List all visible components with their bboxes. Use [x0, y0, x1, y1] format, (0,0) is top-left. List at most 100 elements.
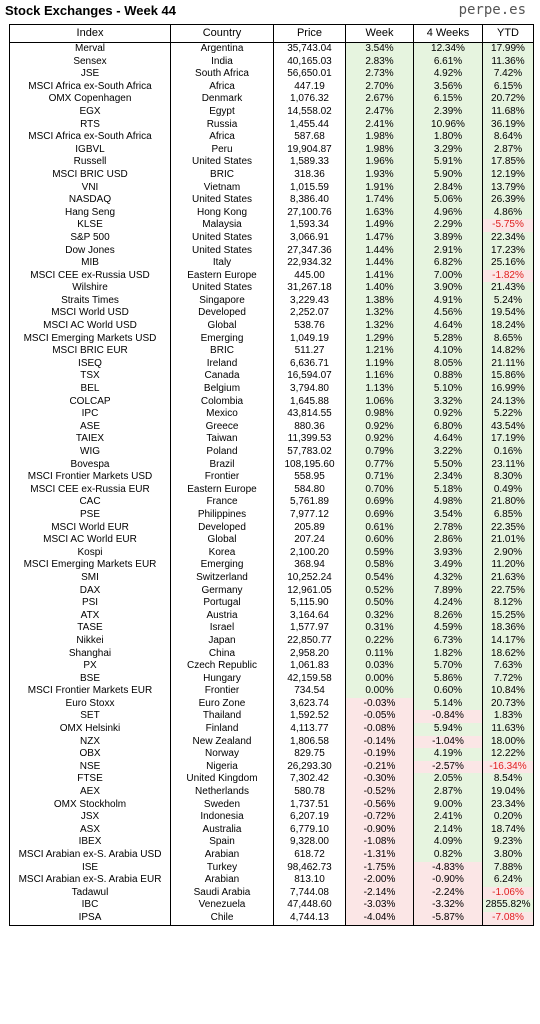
ytd-change-cell: 7.63%	[482, 660, 534, 673]
country-cell: Eastern Europe	[170, 483, 274, 497]
four-week-change-cell: 5.91%	[413, 156, 483, 169]
table-row: Russell United States 1,589.33 1.96% 5.91% 17…	[9, 156, 534, 169]
ytd-change-cell: 18.36%	[482, 622, 534, 635]
week-change-cell: 1.63%	[345, 206, 414, 220]
country-cell: Vietnam	[170, 181, 274, 195]
four-week-change-cell: 2.91%	[413, 244, 483, 258]
week-change-cell: 0.77%	[345, 458, 414, 472]
table-row: MSCI AC World EUR Global 207.24 0.60% 2.86% 2…	[9, 534, 534, 547]
ytd-change-cell: 10.84%	[482, 685, 534, 698]
four-week-change-cell: 5.70%	[413, 660, 483, 673]
four-week-change-cell: 3.32%	[413, 395, 483, 409]
week-change-cell: -0.19%	[345, 748, 414, 761]
ytd-change-cell: 6.85%	[482, 508, 534, 522]
table-row: ISE Turkey 98,462.73 -1.75% -4.83% 7.88%	[9, 861, 534, 875]
week-change-cell: 1.06%	[345, 395, 414, 409]
index-cell: MSCI AC World EUR	[9, 534, 171, 547]
ytd-change-cell: 11.36%	[482, 55, 534, 69]
table-row: Wilshire United States 31,267.18 1.40% 3.90%…	[9, 282, 534, 295]
column-header-price[interactable]: Price	[273, 24, 346, 43]
ytd-change-cell: 8.30%	[482, 471, 534, 484]
index-cell: ISE	[9, 861, 171, 875]
week-change-cell: 1.21%	[345, 345, 414, 358]
column-header-ytd[interactable]: YTD	[482, 24, 534, 43]
table-row: MSCI Africa ex-South Africa Africa 587.68 1…	[9, 131, 534, 144]
week-change-cell: 1.19%	[345, 357, 414, 371]
table-row: MSCI Frontier Markets USD Frontier 558.95 0…	[9, 471, 534, 484]
country-cell: Israel	[170, 622, 274, 635]
index-cell: MSCI Frontier Markets USD	[9, 471, 171, 484]
four-week-change-cell: 3.93%	[413, 546, 483, 560]
week-change-cell: -0.03%	[345, 697, 414, 711]
column-header-4-weeks[interactable]: 4 Weeks	[413, 24, 483, 43]
four-week-change-cell: 2.34%	[413, 471, 483, 484]
table-row: PSE Philippines 7,977.12 0.69% 3.54% 6.85%	[9, 508, 534, 522]
ytd-change-cell: 18.74%	[482, 823, 534, 837]
price-cell: 6,207.19	[273, 811, 346, 824]
ytd-change-cell: 20.73%	[482, 697, 534, 711]
price-cell: 1,737.51	[273, 798, 346, 812]
four-week-change-cell: 2.87%	[413, 786, 483, 799]
country-cell: Germany	[170, 584, 274, 598]
price-cell: 207.24	[273, 534, 346, 547]
price-cell: 3,164.64	[273, 609, 346, 623]
ytd-change-cell: 22.34%	[482, 231, 534, 245]
price-cell: 829.75	[273, 748, 346, 761]
price-cell: 4,113.77	[273, 723, 346, 736]
country-cell: Eastern Europe	[170, 269, 274, 283]
table-row: Merval Argentina 35,743.04 3.54% 12.34% 17.99…	[9, 42, 534, 56]
index-cell: PSI	[9, 597, 171, 610]
index-cell: IBC	[9, 899, 171, 912]
country-cell: Australia	[170, 823, 274, 837]
index-cell: MSCI BRIC EUR	[9, 345, 171, 358]
price-cell: 1,589.33	[273, 156, 346, 169]
four-week-change-cell: 0.92%	[413, 408, 483, 421]
week-change-cell: 1.40%	[345, 282, 414, 295]
four-week-change-cell: 3.22%	[413, 446, 483, 459]
column-header-country[interactable]: Country	[170, 24, 274, 43]
table-row: Straits Times Singapore 3,229.43 1.38% 4.91%…	[9, 294, 534, 308]
table-row: VNI Vietnam 1,015.59 1.91% 2.84% 13.79%	[9, 181, 534, 195]
table-row: Hang Seng Hong Kong 27,100.76 1.63% 4.96% 4.8…	[9, 206, 534, 220]
table-row: OMX Helsinki Finland 4,113.77 -0.08% 5.94% 11…	[9, 723, 534, 736]
price-cell: 35,743.04	[273, 42, 346, 56]
index-cell: NASDAQ	[9, 194, 171, 207]
ytd-change-cell: 19.54%	[482, 307, 534, 321]
ytd-change-cell: 14.17%	[482, 634, 534, 648]
table-row: NZX New Zealand 1,806.58 -0.14% -1.04% 18.00%	[9, 735, 534, 749]
four-week-change-cell: -0.84%	[413, 710, 483, 724]
four-week-change-cell: 4.24%	[413, 597, 483, 610]
ytd-change-cell: 7.42%	[482, 68, 534, 81]
price-cell: 9,328.00	[273, 836, 346, 849]
week-change-cell: 0.69%	[345, 496, 414, 509]
country-cell: Peru	[170, 143, 274, 157]
price-cell: 27,100.76	[273, 206, 346, 220]
table-row: DAX Germany 12,961.05 0.52% 7.89% 22.75%	[9, 584, 534, 598]
price-cell: 108,195.60	[273, 458, 346, 472]
ytd-change-cell: 6.15%	[482, 80, 534, 94]
four-week-change-cell: 5.10%	[413, 383, 483, 396]
week-change-cell: 2.41%	[345, 118, 414, 132]
price-cell: 5,115.90	[273, 597, 346, 610]
week-change-cell: 0.70%	[345, 483, 414, 497]
column-header-index[interactable]: Index	[9, 24, 171, 43]
index-cell: MSCI Africa ex-South Africa	[9, 131, 171, 144]
ytd-change-cell: 11.20%	[482, 559, 534, 572]
country-cell: Sweden	[170, 798, 274, 812]
table-row: Sensex India 40,165.03 2.83% 6.61% 11.36%	[9, 55, 534, 69]
ytd-change-cell: 15.86%	[482, 370, 534, 384]
week-change-cell: 3.54%	[345, 42, 414, 56]
four-week-change-cell: -5.87%	[413, 911, 483, 926]
table-row: IBEX Spain 9,328.00 -1.08% 4.09% 9.23%	[9, 836, 534, 849]
index-cell: PSE	[9, 508, 171, 522]
four-week-change-cell: 4.56%	[413, 307, 483, 321]
week-change-cell: -0.05%	[345, 710, 414, 724]
country-cell: New Zealand	[170, 735, 274, 749]
four-week-change-cell: 4.64%	[413, 433, 483, 446]
index-cell: OMX Stockholm	[9, 798, 171, 812]
price-cell: 3,623.74	[273, 697, 346, 711]
column-header-week[interactable]: Week	[345, 24, 414, 43]
country-cell: France	[170, 496, 274, 509]
index-cell: FTSE	[9, 773, 171, 787]
four-week-change-cell: 5.50%	[413, 458, 483, 472]
